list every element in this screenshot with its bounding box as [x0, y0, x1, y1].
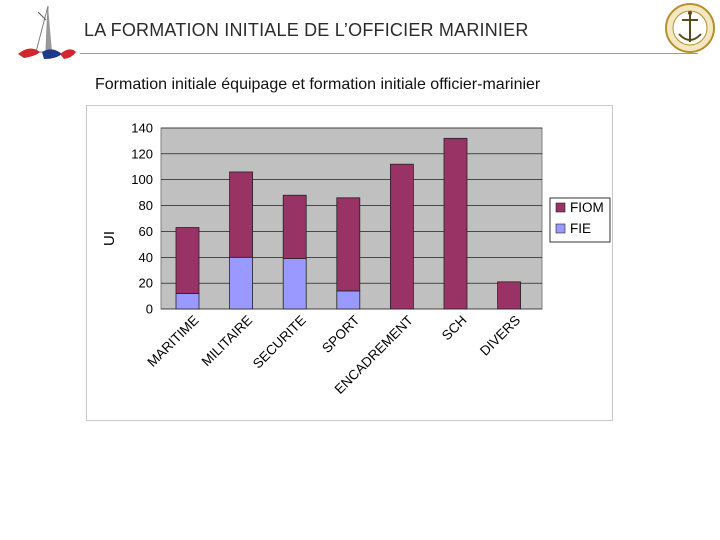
bar-fiom-encadrement	[389, 163, 414, 310]
y-axis-label: UI	[101, 231, 118, 246]
logo-wave-red	[18, 48, 40, 58]
bar-fiom-divers	[497, 281, 522, 310]
x-tick-label: SPORT	[319, 313, 362, 356]
bar-fiom-securite	[282, 194, 307, 259]
bar-fie-militaire	[229, 256, 254, 310]
y-tick-label: 140	[131, 121, 153, 136]
y-tick-label: 60	[139, 224, 153, 239]
x-tick-label: MILITAIRE	[199, 313, 256, 370]
logo-wave-navy	[42, 49, 62, 59]
bar-fie-securite	[282, 258, 307, 310]
logo-sail	[35, 5, 49, 53]
bar-fie-maritime	[175, 293, 200, 310]
legend-swatch-fiom	[555, 202, 566, 213]
logo-wave-red-2	[60, 49, 76, 59]
bar-fie-sport	[336, 290, 361, 310]
x-tick-label: MARITIME	[144, 313, 201, 370]
bar-fiom-sport	[336, 197, 361, 292]
title-divider	[80, 53, 698, 54]
legend-swatch-fie	[555, 223, 566, 234]
navy-ship-logo-icon	[16, 4, 78, 62]
x-tick-label: SCH	[439, 313, 470, 344]
bar-fiom-sch	[443, 137, 468, 310]
naval-school-emblem-icon	[664, 2, 716, 54]
page-title: LA FORMATION INITIALE DE L’OFFICIER MARI…	[84, 20, 529, 40]
y-tick-label: 0	[146, 302, 153, 317]
logo-sail-shadow	[46, 6, 52, 52]
legend-label-fie: FIE	[570, 221, 591, 236]
x-tick-label: DIVERS	[477, 313, 523, 359]
legend-label-fiom: FIOM	[570, 200, 604, 215]
bar-fiom-militaire	[229, 171, 254, 258]
bar-fiom-maritime	[175, 227, 200, 294]
y-tick-label: 20	[139, 276, 153, 291]
y-tick-label: 40	[139, 250, 153, 265]
y-tick-label: 80	[139, 198, 153, 213]
slide-subtitle: Formation initiale équipage et formation…	[95, 76, 541, 93]
legend: FIOM FIE	[549, 197, 611, 243]
y-tick-label: 120	[131, 146, 153, 161]
y-tick-label: 100	[131, 172, 153, 187]
x-tick-label: SECURITE	[250, 313, 309, 372]
stacked-bar-chart: 0 20 40 60 80 100 120 140 MARITIMEMILITAIRESECU…	[101, 121, 611, 397]
